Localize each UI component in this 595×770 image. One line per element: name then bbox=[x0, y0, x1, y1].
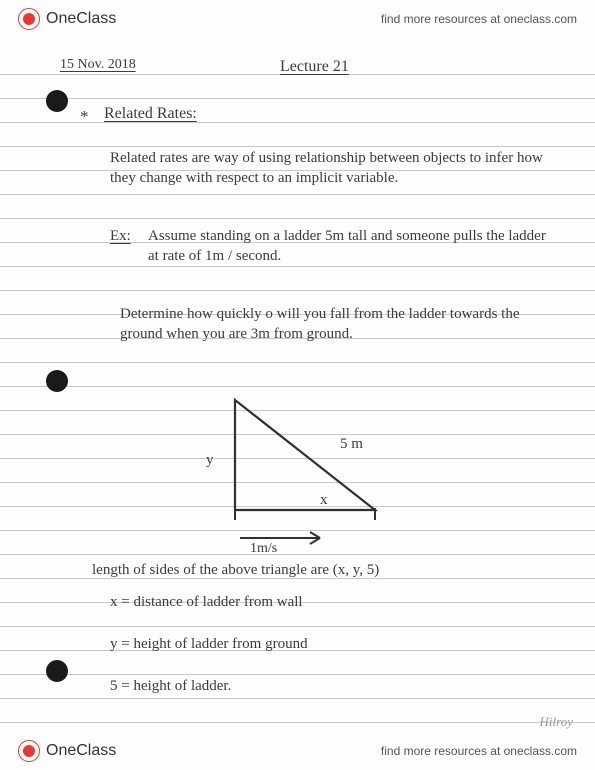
brand-name: OneClass bbox=[46, 10, 116, 28]
paragraph-question: Determine how quickly o will you fall fr… bbox=[120, 304, 550, 345]
note-page: 15 Nov. 2018 Lecture 21 * Related Rates:… bbox=[0, 40, 595, 730]
line-y: y = height of ladder from ground bbox=[110, 634, 550, 654]
line-sides: length of sides of the above triangle ar… bbox=[92, 560, 552, 580]
paper-watermark: Hilroy bbox=[540, 714, 573, 730]
brand: OneClass bbox=[18, 740, 116, 762]
triangle-rate-label: 1m/s bbox=[250, 540, 277, 559]
triangle-svg bbox=[200, 390, 420, 560]
triangle-diagram: y 5 m x 1m/s bbox=[200, 390, 420, 565]
header-tagline: find more resources at oneclass.com bbox=[381, 12, 577, 26]
punch-hole-icon bbox=[46, 660, 68, 682]
paragraph-definition: Related rates are way of using relations… bbox=[110, 148, 550, 189]
punch-hole-icon bbox=[46, 370, 68, 392]
triangle-label-hyp: 5 m bbox=[340, 434, 363, 454]
brand: OneClass bbox=[18, 8, 116, 30]
line-x: x = distance of ladder from wall bbox=[110, 592, 550, 612]
brand-name: OneClass bbox=[46, 742, 116, 760]
brand-logo-icon bbox=[18, 8, 40, 30]
site-header: OneClass find more resources at oneclass… bbox=[0, 0, 595, 38]
topic-star: * bbox=[80, 106, 89, 129]
note-date: 15 Nov. 2018 bbox=[60, 56, 136, 75]
example-label: Ex: bbox=[110, 226, 131, 246]
example-text: Assume standing on a ladder 5m tall and … bbox=[148, 226, 548, 267]
line-5: 5 = height of ladder. bbox=[110, 676, 550, 696]
topic-heading: Related Rates: bbox=[104, 103, 197, 125]
triangle-label-x: x bbox=[320, 490, 328, 510]
site-footer: OneClass find more resources at oneclass… bbox=[0, 732, 595, 770]
footer-tagline: find more resources at oneclass.com bbox=[381, 744, 577, 758]
lecture-title: Lecture 21 bbox=[280, 56, 349, 78]
punch-hole-icon bbox=[46, 90, 68, 112]
brand-logo-icon bbox=[18, 740, 40, 762]
triangle-label-y: y bbox=[206, 450, 214, 470]
